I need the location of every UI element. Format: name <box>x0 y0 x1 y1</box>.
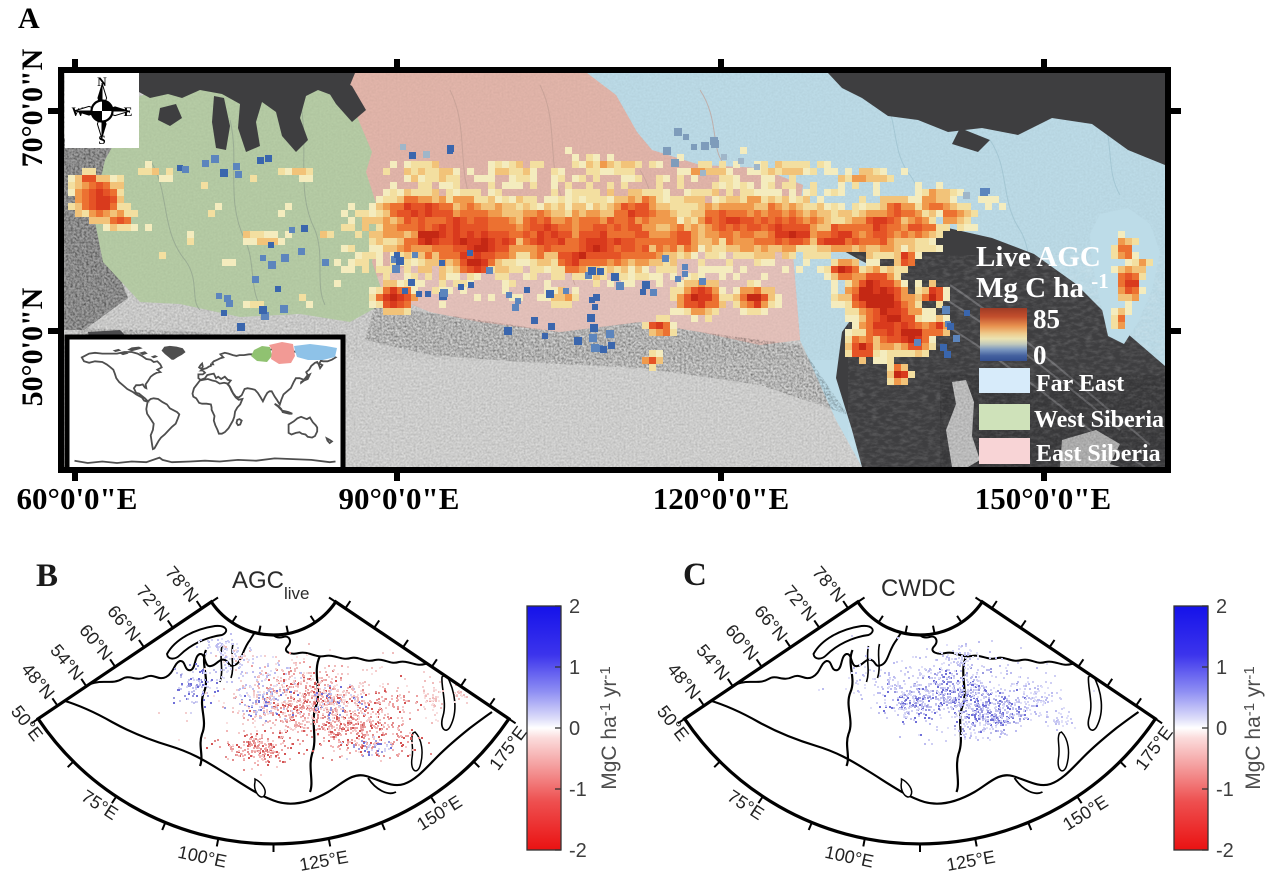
svg-text:90°0'0"E: 90°0'0"E <box>339 481 460 516</box>
svg-text:1: 1 <box>569 657 580 679</box>
svg-text:2: 2 <box>1216 596 1227 618</box>
svg-text:MgC ha-1 yr-1: MgC ha-1 yr-1 <box>597 666 621 790</box>
svg-text:B: B <box>36 558 58 594</box>
svg-text:-2: -2 <box>1216 840 1234 862</box>
svg-text:2: 2 <box>569 596 580 618</box>
svg-text:85: 85 <box>1033 304 1060 334</box>
svg-text:50°0'0"N: 50°0'0"N <box>16 287 49 406</box>
svg-text:West Siberia: West Siberia <box>1034 407 1164 433</box>
svg-text:Mg C ha -1: Mg C ha -1 <box>976 269 1109 304</box>
svg-text:A: A <box>18 2 40 35</box>
svg-text:0: 0 <box>569 718 580 740</box>
svg-text:70°0'0"N: 70°0'0"N <box>16 48 49 167</box>
svg-text:1: 1 <box>1216 657 1227 679</box>
svg-text:-1: -1 <box>1216 779 1234 801</box>
svg-text:Far East: Far East <box>1036 371 1124 397</box>
svg-text:0: 0 <box>1216 718 1227 740</box>
svg-text:Live AGC: Live AGC <box>976 241 1101 273</box>
svg-text:-1: -1 <box>569 779 587 801</box>
svg-text:CWDC: CWDC <box>881 575 956 602</box>
svg-text:live: live <box>284 584 310 603</box>
svg-text:C: C <box>683 557 707 593</box>
svg-text:MgC ha-1 yr-1: MgC ha-1 yr-1 <box>1241 666 1265 790</box>
svg-text:150°0'0"E: 150°0'0"E <box>975 481 1111 516</box>
svg-text:S: S <box>98 132 105 147</box>
svg-text:120°0'0"E: 120°0'0"E <box>653 481 789 516</box>
svg-text:AGC: AGC <box>232 567 284 594</box>
svg-text:East Siberia: East Siberia <box>1036 441 1161 467</box>
svg-text:N: N <box>97 74 107 89</box>
svg-text:0: 0 <box>1033 340 1047 370</box>
svg-text:60°0'0"E: 60°0'0"E <box>17 481 138 516</box>
svg-text:-2: -2 <box>569 840 587 862</box>
